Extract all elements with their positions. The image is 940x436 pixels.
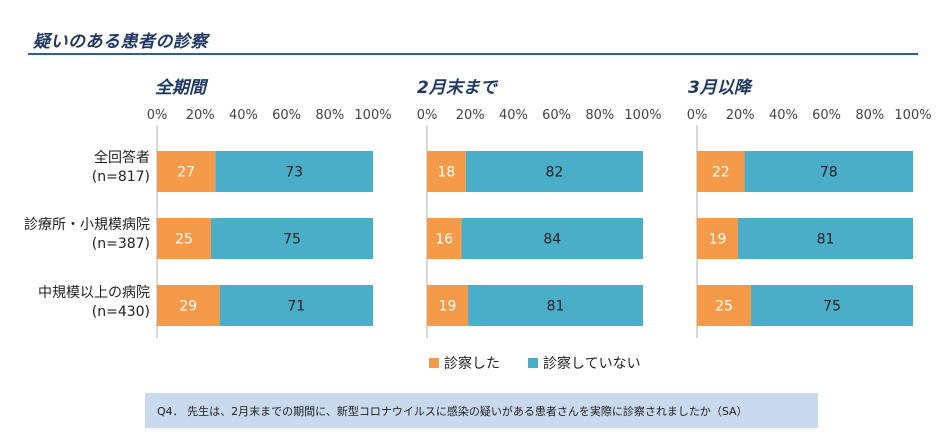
row-label-all-name: 全回答者 <box>94 150 150 166</box>
x-tick-label: 0% <box>147 108 168 123</box>
bar-segment <box>157 218 211 259</box>
bar-value-label: 19 <box>709 232 727 248</box>
bar-segment <box>744 151 913 192</box>
bar-value-label: 82 <box>546 165 564 181</box>
bar-segment <box>468 285 643 326</box>
title-rule <box>28 53 918 55</box>
row-label-all: 全回答者 (n=817) <box>0 149 150 187</box>
x-tick-label: 0% <box>687 108 708 123</box>
legend-item-examined: 診察した <box>429 353 500 373</box>
bar-segment <box>751 285 913 326</box>
legend-swatch-not-examined <box>528 358 538 368</box>
x-tick-label: 60% <box>812 108 841 123</box>
legend-label-examined: 診察した <box>444 356 500 372</box>
bar-value-label: 81 <box>547 299 565 315</box>
x-tick-label: 60% <box>542 108 571 123</box>
x-tick-label: 80% <box>585 108 614 123</box>
bar-segment <box>697 151 745 192</box>
bar-segment <box>427 151 466 192</box>
bar-segment <box>697 218 739 259</box>
x-tick-label: 100% <box>624 108 661 123</box>
x-tick-label: 100% <box>894 108 931 123</box>
question-note-box: Q4． 先生は、2月末までの期間に、新型コロナウイルスに感染の疑いがある患者さん… <box>145 393 818 428</box>
row-label-large-name: 中規模以上の病院 <box>38 285 150 301</box>
bar-value-label: 78 <box>820 165 838 181</box>
bar-segment <box>465 151 643 192</box>
bar-segment <box>697 285 751 326</box>
bar-segment <box>219 285 373 326</box>
panel-title-mar: 3月以降 <box>688 78 751 98</box>
x-tick-label: 20% <box>186 108 215 123</box>
page-title: 疑いのある患者の診察 <box>33 32 208 52</box>
x-tick-label: 60% <box>272 108 301 123</box>
x-tick-label: 40% <box>229 108 258 123</box>
bar-segment <box>157 151 216 192</box>
x-tick-label: 40% <box>769 108 798 123</box>
row-label-small-n: (n=387) <box>91 236 150 252</box>
x-tick-label: 20% <box>456 108 485 123</box>
bar-value-label: 19 <box>439 299 457 315</box>
bar-segment <box>215 151 373 192</box>
legend-swatch-examined <box>429 358 439 368</box>
row-label-small: 診療所・小規模病院 (n=387) <box>0 216 150 254</box>
bar-segment <box>211 218 373 259</box>
x-tick-label: 80% <box>855 108 884 123</box>
bar-value-label: 22 <box>712 165 730 181</box>
bar-value-label: 75 <box>283 232 301 248</box>
panel-title-all: 全期間 <box>155 78 206 98</box>
bar-segment <box>427 285 469 326</box>
question-note-text: Q4． 先生は、2月末までの期間に、新型コロナウイルスに感染の疑いがある患者さん… <box>157 405 748 418</box>
bar-value-label: 29 <box>179 299 197 315</box>
legend-label-not-examined: 診察していない <box>543 356 641 372</box>
bar-value-label: 27 <box>177 165 195 181</box>
bar-segment <box>427 218 462 259</box>
legend-item-not-examined: 診察していない <box>528 353 641 373</box>
bar-value-label: 75 <box>823 299 841 315</box>
bar-value-label: 73 <box>285 165 303 181</box>
bar-segment <box>461 218 643 259</box>
x-tick-label: 100% <box>354 108 391 123</box>
bar-value-label: 25 <box>175 232 193 248</box>
bar-value-label: 18 <box>438 165 456 181</box>
bar-value-label: 25 <box>715 299 733 315</box>
x-tick-label: 20% <box>726 108 755 123</box>
x-tick-label: 40% <box>499 108 528 123</box>
row-label-large: 中規模以上の病院 (n=430) <box>0 284 150 322</box>
bar-segment <box>157 285 220 326</box>
bar-value-label: 71 <box>287 299 305 315</box>
bar-value-label: 16 <box>435 232 453 248</box>
bar-segment <box>738 218 913 259</box>
bar-value-label: 84 <box>543 232 561 248</box>
x-tick-label: 80% <box>315 108 344 123</box>
x-tick-label: 0% <box>417 108 438 123</box>
row-label-small-name: 診療所・小規模病院 <box>24 217 150 233</box>
row-label-all-n: (n=817) <box>91 169 150 185</box>
row-label-large-n: (n=430) <box>91 304 150 320</box>
panel-title-feb: 2月末まで <box>417 78 497 98</box>
bar-value-label: 81 <box>817 232 835 248</box>
